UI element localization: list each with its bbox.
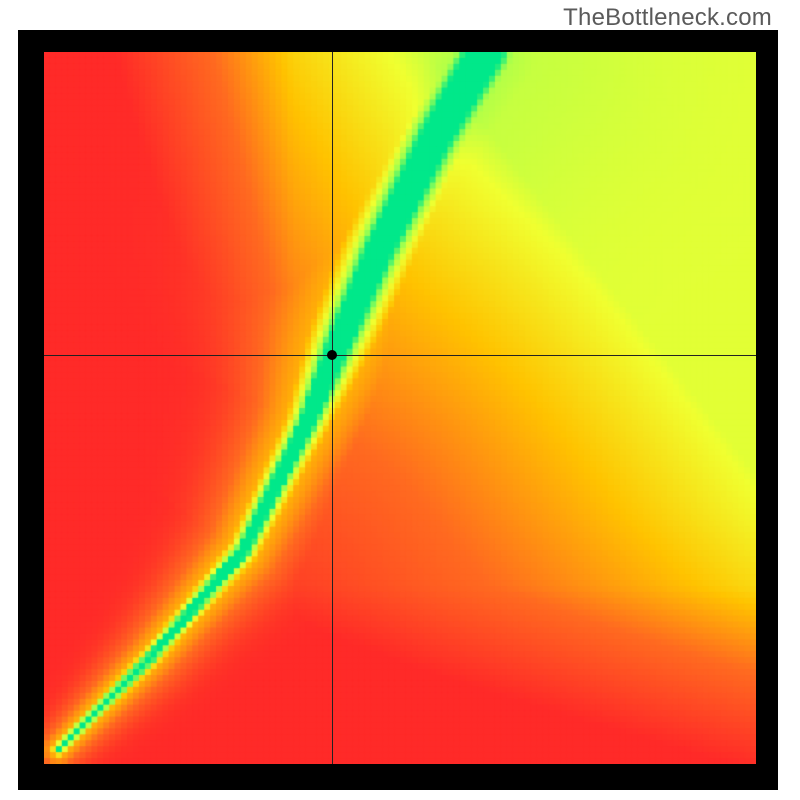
- crosshair-horizontal-line: [44, 355, 756, 356]
- crosshair-vertical-line: [332, 52, 333, 764]
- heatmap-plot-area: [44, 52, 756, 764]
- watermark-text: TheBottleneck.com: [563, 4, 772, 32]
- heatmap-canvas: [44, 52, 756, 764]
- marker-dot: [327, 350, 337, 360]
- chart-frame: [18, 30, 778, 790]
- chart-container: TheBottleneck.com: [0, 0, 800, 800]
